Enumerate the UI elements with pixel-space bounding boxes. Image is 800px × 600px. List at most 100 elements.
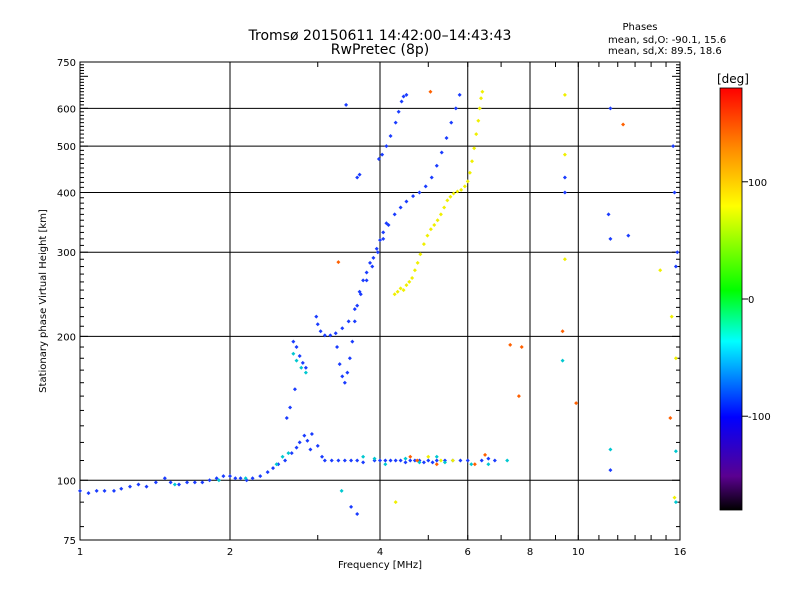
data-point	[673, 356, 678, 361]
data-point	[221, 474, 226, 479]
data-point	[378, 238, 382, 243]
data-point	[477, 106, 482, 111]
data-point	[350, 339, 355, 344]
data-point	[258, 474, 263, 479]
data-point	[401, 94, 406, 99]
data-point	[336, 458, 341, 463]
gridlines	[80, 62, 680, 540]
data-point	[291, 339, 296, 344]
data-point	[357, 289, 362, 294]
data-point	[355, 175, 360, 180]
data-point	[361, 460, 366, 465]
x-tick-label: 6	[465, 547, 471, 558]
data-point	[608, 468, 613, 473]
data-point	[516, 394, 521, 399]
data-point	[355, 303, 360, 308]
data-point	[309, 431, 314, 436]
data-point	[467, 170, 472, 175]
data-point	[305, 438, 310, 443]
x-tick-label: 10	[572, 547, 585, 558]
data-point	[451, 191, 456, 196]
data-point	[458, 458, 463, 463]
data-point	[574, 401, 579, 406]
data-point	[608, 236, 613, 241]
data-point	[128, 484, 133, 489]
data-point	[408, 458, 413, 463]
data-point	[472, 146, 477, 151]
data-point	[337, 362, 342, 367]
data-point	[380, 152, 385, 157]
data-point	[469, 462, 474, 467]
colorbar-tick-label: -100	[748, 412, 771, 423]
data-point	[384, 144, 389, 149]
data-point	[470, 159, 475, 164]
data-point	[318, 329, 323, 334]
data-point	[673, 264, 678, 269]
data-point	[434, 454, 439, 459]
data-point	[449, 120, 454, 125]
data-point	[398, 458, 403, 463]
data-point	[562, 152, 567, 157]
data-point	[303, 365, 308, 370]
data-point	[421, 460, 426, 465]
data-point	[274, 462, 279, 467]
data-point	[336, 260, 341, 265]
data-point	[396, 109, 401, 114]
data-point	[346, 319, 351, 324]
data-point	[314, 314, 319, 319]
x-tick-label: 1	[77, 547, 83, 558]
x-tick-label: 8	[527, 547, 533, 558]
data-point	[185, 480, 190, 485]
data-point	[462, 184, 467, 189]
data-point	[430, 460, 435, 465]
data-point	[428, 227, 433, 232]
data-point	[492, 458, 497, 463]
data-point	[374, 246, 379, 251]
data-point	[349, 504, 354, 509]
data-point	[352, 319, 357, 324]
data-point	[355, 458, 360, 463]
y-tick-label: 200	[57, 332, 76, 343]
data-point	[344, 102, 349, 107]
data-point	[381, 230, 386, 235]
data-point	[453, 106, 458, 111]
y-tick-label: 100	[57, 476, 76, 487]
data-point	[119, 486, 124, 491]
y-tick-label: 500	[57, 142, 76, 153]
data-points	[78, 89, 680, 517]
data-point	[408, 454, 413, 459]
data-point	[398, 205, 403, 210]
data-point	[429, 175, 434, 180]
data-point	[271, 466, 276, 471]
data-point	[486, 456, 491, 461]
data-point	[426, 458, 431, 463]
data-point	[291, 351, 296, 356]
data-point	[417, 460, 422, 465]
data-point	[393, 500, 398, 505]
x-tick-label: 16	[674, 547, 687, 558]
data-point	[426, 454, 431, 459]
data-point	[673, 449, 678, 454]
data-point	[136, 482, 141, 487]
data-point	[383, 458, 388, 463]
data-point	[352, 307, 357, 312]
data-point	[357, 172, 362, 177]
data-point	[228, 474, 232, 479]
data-point	[459, 187, 464, 192]
data-point	[286, 451, 291, 456]
data-point	[162, 476, 167, 481]
data-point	[368, 260, 373, 265]
data-point	[370, 264, 375, 269]
data-point	[207, 478, 212, 483]
data-point	[308, 447, 313, 452]
data-point	[265, 470, 270, 475]
data-point	[392, 292, 397, 297]
data-point	[333, 331, 338, 336]
data-point	[474, 132, 479, 137]
data-point	[361, 278, 366, 283]
data-point	[480, 89, 485, 94]
colorbar-ticks: 100 0 -100	[742, 178, 771, 423]
data-point	[486, 462, 491, 467]
data-point	[153, 480, 158, 485]
